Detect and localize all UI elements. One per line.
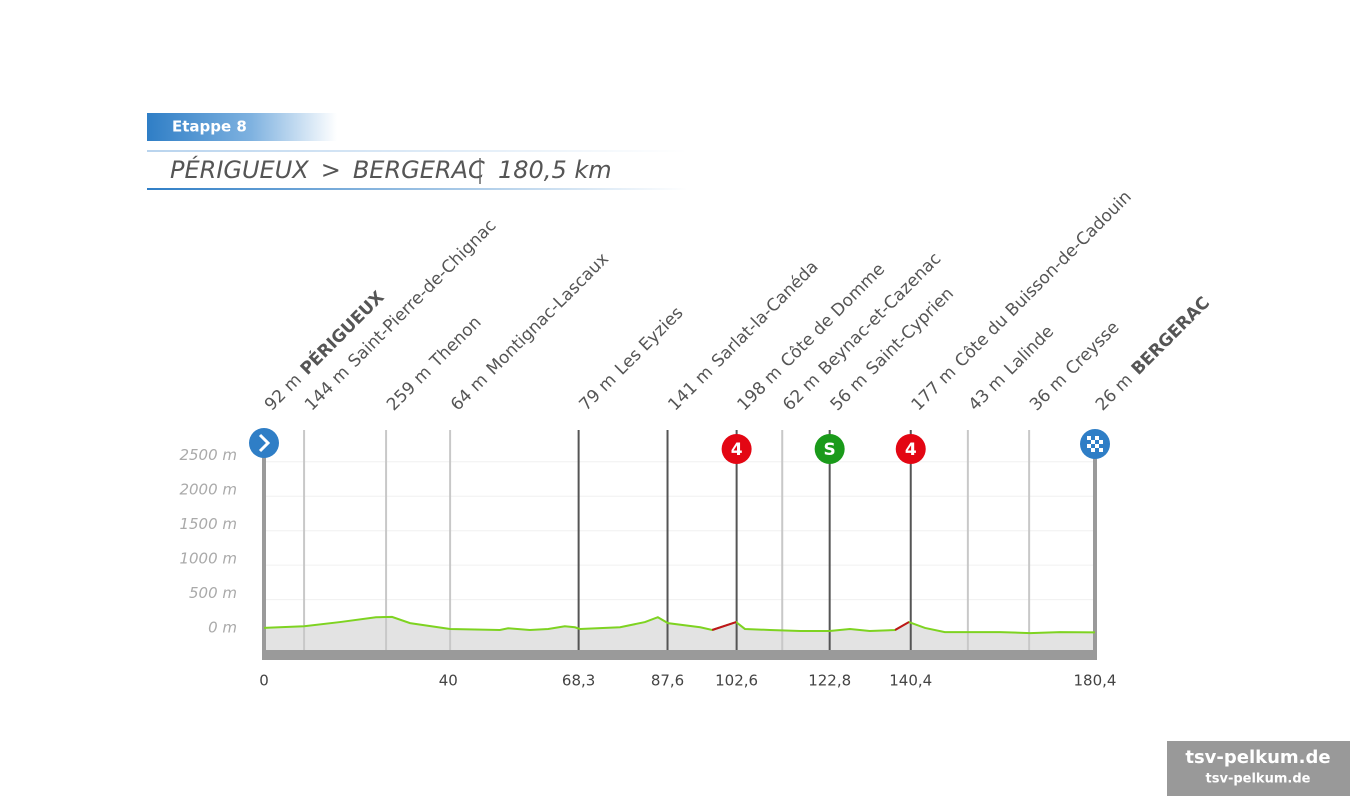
route-distance: 180,5 km	[498, 156, 612, 184]
divider	[147, 150, 687, 152]
stage-banner	[147, 113, 337, 141]
waypoint-label: 26 mBERGERAC	[1092, 293, 1214, 415]
divider	[147, 188, 687, 190]
waypoint-elevation: 56 m	[827, 370, 872, 415]
waypoint-name: Creysse	[1062, 318, 1124, 380]
waypoint-elevation: 36 m	[1026, 370, 1071, 415]
waypoint-elevation: 79 m	[576, 370, 621, 415]
y-tick-label: 1500 m	[179, 515, 237, 533]
badge	[721, 434, 752, 464]
waypoint-name: Thenon	[426, 313, 486, 373]
waypoint-name: BERGERAC	[1128, 293, 1214, 379]
y-tick-label: 0 m	[208, 619, 237, 637]
stage-number: Etappe 8	[172, 118, 247, 136]
watermark-box	[1167, 741, 1350, 796]
waypoint-name: Les Eyzies	[611, 303, 687, 379]
y-tick-label: 1000 m	[179, 550, 237, 568]
y-tick-label: 2000 m	[179, 481, 237, 499]
finish-check	[1087, 444, 1091, 448]
x-tick-label: 87,6	[651, 672, 684, 690]
waypoint-name: Lalinde	[1001, 322, 1059, 380]
badge-label: 4	[905, 440, 917, 460]
start-icon	[249, 428, 279, 458]
y-tick-label: 500 m	[189, 584, 237, 602]
waypoint-elevation: 141 m	[664, 362, 717, 415]
x-tick-label: 40	[439, 672, 458, 690]
finish-check	[1095, 444, 1099, 448]
finish-check	[1091, 440, 1095, 444]
waypoint-elevation: 259 m	[383, 362, 436, 415]
waypoint-elevation: 198 m	[734, 362, 787, 415]
baseline-bar	[262, 650, 1097, 660]
x-tick-label: 140,4	[889, 672, 932, 690]
badge	[895, 434, 926, 464]
finish-check	[1091, 448, 1095, 452]
waypoint-elevation: 26 m	[1092, 370, 1137, 415]
waypoint-elevation: 43 m	[965, 370, 1010, 415]
finish-check	[1099, 448, 1103, 452]
waypoint-elevation: 92 m	[261, 370, 306, 415]
waypoint-elevation: 177 m	[908, 362, 961, 415]
route-title: PÉRIGUEUX > BERGERAC	[170, 155, 485, 184]
finish-check	[1099, 440, 1103, 444]
climb-line	[894, 621, 910, 631]
badge-label: 4	[731, 440, 743, 460]
y-tick-label: 2500 m	[179, 446, 237, 464]
watermark: tsv-pelkum.de	[1206, 772, 1311, 787]
finish-check	[1087, 436, 1091, 440]
x-tick-label: 0	[259, 672, 269, 690]
waypoint-elevation: 64 m	[447, 370, 492, 415]
waypoint-name: Montignac-Lascaux	[483, 249, 613, 379]
x-tick-label: 68,3	[562, 672, 595, 690]
watermark: tsv-pelkum.de	[1185, 747, 1330, 768]
x-tick-label: 180,4	[1074, 672, 1117, 690]
climb-line	[711, 621, 737, 631]
badge	[814, 434, 845, 464]
finish-check	[1095, 436, 1099, 440]
profile-line	[263, 615, 1096, 635]
badge-label: S	[824, 440, 836, 460]
start-chevron	[258, 433, 271, 453]
profile-area	[264, 616, 1095, 650]
x-tick-label: 102,6	[715, 672, 758, 690]
x-tick-label: 122,8	[808, 672, 851, 690]
